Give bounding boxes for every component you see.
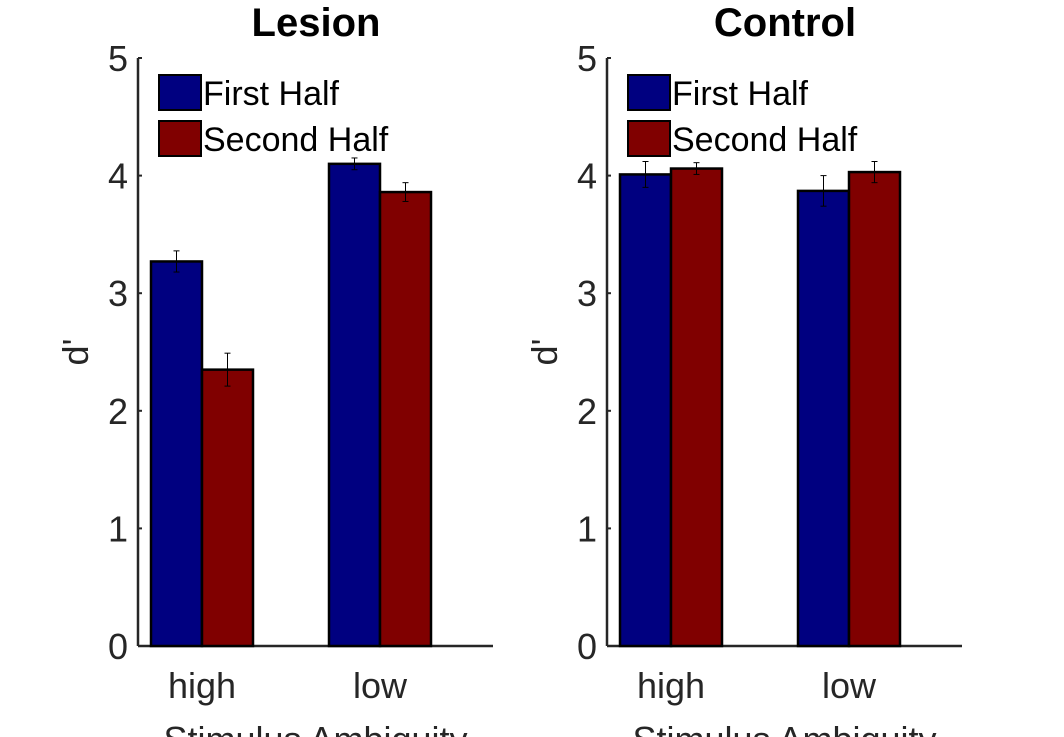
- y-tick-label: 3: [108, 273, 128, 314]
- bar-second-half-low: [378, 190, 433, 648]
- y-tick-label: 2: [577, 391, 597, 432]
- y-tick-label: 4: [108, 156, 128, 197]
- legend-swatch-first-half: [158, 74, 202, 111]
- y-tick-label: 3: [577, 273, 597, 314]
- x-tick-label: low: [353, 665, 408, 706]
- bar-first-half-high: [149, 260, 204, 648]
- chart-title: Lesion: [252, 1, 381, 45]
- y-tick-label: 2: [108, 391, 128, 432]
- x-axis-label: Stimulus Ambiguity: [163, 719, 467, 737]
- legend-label: First Half: [672, 75, 809, 113]
- y-axis-label: d': [55, 339, 96, 366]
- x-axis-label: Stimulus Ambiguity: [632, 719, 936, 737]
- x-tick-label: high: [637, 665, 705, 706]
- bar-first-half-low: [796, 189, 851, 648]
- y-tick-label: 5: [577, 38, 597, 79]
- y-tick-label: 0: [108, 626, 128, 667]
- y-tick-label: 5: [108, 38, 128, 79]
- chart-title: Control: [714, 1, 856, 45]
- y-tick-label: 0: [577, 626, 597, 667]
- bar-second-half-high: [200, 368, 255, 648]
- y-tick-label: 4: [577, 156, 597, 197]
- y-tick-label: 1: [577, 508, 597, 549]
- y-axis-label: d': [524, 339, 565, 366]
- legend-label: First Half: [203, 75, 340, 113]
- chart-panel-control: Control 0 1 2 3 4 5 high low Stimulus Ambiguity d'…: [524, 1, 962, 737]
- bar-second-half-high: [669, 167, 724, 648]
- legend-swatch-second-half: [627, 120, 671, 157]
- x-tick-label: low: [822, 665, 877, 706]
- bar-first-half-high: [618, 173, 673, 648]
- bar-first-half-low: [327, 162, 382, 648]
- legend-label: Second Half: [203, 121, 389, 159]
- legend-label: Second Half: [672, 121, 858, 159]
- x-tick-label: high: [168, 665, 236, 706]
- legend-swatch-second-half: [158, 120, 202, 157]
- bar-second-half-low: [847, 170, 902, 648]
- y-tick-label: 1: [108, 508, 128, 549]
- legend-swatch-first-half: [627, 74, 671, 111]
- chart-panel-lesion: Lesion 0 1 2 3 4 5 high low Stimulus Ambiguity d' F…: [55, 1, 493, 737]
